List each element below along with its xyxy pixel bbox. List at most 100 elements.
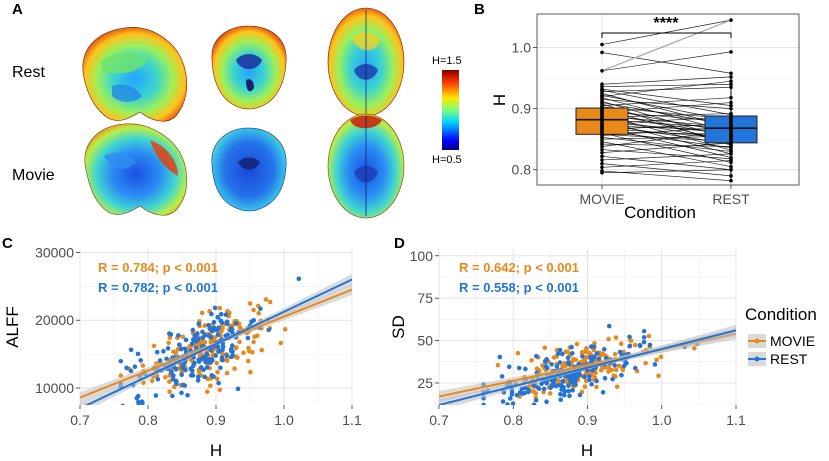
panel-c-point-rest-59 — [215, 332, 221, 338]
panel-b-x-title: Condition — [624, 203, 696, 222]
panel-d-point-movie-13 — [529, 358, 534, 363]
legend: Condition MOVIE REST — [745, 305, 817, 367]
panel-d-xtick-label-2: 0.9 — [578, 412, 598, 428]
panel-d-point-movie-155 — [556, 378, 561, 384]
panel-c-ci-band-rest — [80, 274, 352, 405]
panel-d-point-rest-28 — [559, 351, 565, 357]
panel-d-point-rest-125 — [587, 374, 592, 379]
panel-c-point-movie-172 — [214, 360, 220, 366]
panel-b-point-rest-4 — [729, 82, 733, 87]
panel-d-ci-band-rest — [439, 324, 736, 405]
panel-c-point-rest-179 — [179, 372, 185, 378]
panel-d-point-rest-86 — [601, 347, 607, 352]
panel-b-point-rest-35 — [729, 122, 733, 126]
panel-c: C 10000 20000 30000 0.7 0.8 0.9 1.0 1.1 R = 0.… — [2, 235, 362, 460]
panel-b-pair-line-5 — [601, 88, 732, 106]
panel-c-point-rest-154 — [209, 373, 215, 378]
panel-b-point-rest-25 — [729, 111, 733, 116]
panel-c-point-rest-30 — [170, 393, 175, 399]
panel-d-point-rest-171 — [499, 374, 505, 379]
row-label-movie: Movie — [12, 167, 55, 184]
panel-c-point-movie-81 — [278, 340, 284, 346]
panel-c-point-rest-25 — [195, 374, 201, 380]
panel-c-point-movie-181 — [214, 376, 220, 382]
panel-d-point-rest-0 — [600, 390, 606, 395]
panel-c-y-tick-labels: 10000 20000 30000 — [35, 244, 80, 396]
panel-c-point-rest-127 — [183, 337, 189, 343]
significance-stars: **** — [654, 15, 680, 32]
panel-d-point-movie-47 — [551, 355, 557, 360]
panel-c-xtick-label-3: 1.0 — [274, 412, 294, 428]
panel-b-point-rest-16 — [729, 95, 733, 100]
panel-c-point-rest-138 — [216, 325, 221, 331]
panel-b-pair-line-10 — [601, 80, 732, 97]
panel-d-point-movie-105 — [549, 404, 552, 405]
panel-c-point-rest-167 — [203, 359, 208, 365]
panel-c-point-rest-92 — [249, 319, 254, 324]
panel-d-point-movie-42 — [523, 416, 528, 421]
panel-b-pair-line-6 — [601, 89, 732, 116]
panel-b-point-movie-2 — [600, 68, 604, 73]
panel-c-point-rest-19 — [138, 358, 144, 363]
panel-c-point-movie-57 — [166, 340, 171, 346]
panel-c-point-rest-165 — [230, 353, 235, 358]
panel-d-point-movie-139 — [654, 357, 659, 363]
panel-b-point-rest-43 — [729, 164, 733, 169]
panel-d-point-movie-61 — [612, 351, 618, 357]
panel-d-point-rest-2 — [531, 402, 537, 405]
panel-c-point-rest-146 — [208, 334, 214, 340]
panel-d-point-rest-74 — [516, 365, 522, 371]
panel-c-point-rest-63 — [189, 341, 195, 347]
panel-d-stat-rest: R = 0.558; p < 0.001 — [459, 280, 579, 295]
panel-d-point-movie-134 — [563, 349, 568, 355]
panel-c-point-rest-170 — [296, 276, 302, 281]
panel-b-point-rest-2 — [729, 50, 733, 54]
panel-b-point-rest-50 — [729, 174, 733, 178]
panel-d-point-rest-115 — [557, 347, 563, 353]
panel-b-point-rest-12 — [729, 106, 733, 111]
panel-d-point-rest-177 — [514, 392, 520, 398]
panel-b-xtick-label-1: REST — [712, 191, 750, 207]
panel-b-border — [536, 13, 800, 186]
panel-d-point-rest-98 — [637, 343, 643, 349]
panel-c-point-rest-43 — [120, 416, 125, 421]
panel-b-xtick-label-0: MOVIE — [579, 191, 624, 207]
panel-d-point-movie-76 — [613, 367, 619, 373]
panel-c-point-movie-56 — [202, 323, 208, 328]
panel-d-point-rest-119 — [505, 402, 510, 405]
panel-c-point-rest-116 — [215, 314, 220, 320]
panel-c-ytick-label-0: 10000 — [35, 380, 74, 396]
panel-d-x-tick-labels: 0.7 0.8 0.9 1.0 1.1 — [429, 405, 746, 428]
panel-d-point-rest-188 — [572, 378, 578, 383]
panel-b-point-rest-3 — [729, 75, 733, 79]
panel-c-point-rest-163 — [229, 343, 235, 348]
panel-d-point-movie-184 — [580, 358, 586, 364]
panel-c-point-movie-183 — [180, 334, 186, 340]
panel-d-point-movie-177 — [628, 338, 633, 343]
panel-b-significance: **** — [601, 15, 732, 38]
panel-d-point-rest-165 — [571, 382, 577, 387]
panel-d-xtick-label-3: 1.0 — [652, 412, 672, 428]
panel-c-point-rest-158 — [216, 380, 221, 386]
panel-d-xtick-label-1: 0.8 — [504, 412, 524, 428]
panel-c-point-movie-124 — [247, 301, 253, 306]
brain-movie-coronal — [211, 127, 287, 212]
panel-d-point-movie-93 — [632, 342, 638, 348]
panel-c-point-rest-0 — [218, 311, 224, 317]
panel-d-point-movie-96 — [515, 350, 521, 356]
panel-b-grid — [537, 14, 799, 185]
panel-c-point-rest-122 — [140, 401, 145, 405]
panel-c-fit-line-rest — [84, 278, 352, 405]
panel-c-x-tick-labels: 0.7 0.8 0.9 1.0 1.1 — [70, 405, 362, 428]
panel-b-y-tick-labels: 0.8 0.9 1.0 — [512, 40, 537, 178]
panel-d-point-rest-139 — [594, 378, 599, 384]
panel-c-point-movie-43 — [248, 369, 253, 375]
panel-d-point-rest-151 — [569, 375, 575, 380]
panel-d-point-rest-112 — [558, 397, 563, 403]
panel-c-point-rest-168 — [193, 338, 199, 344]
panel-d-point-rest-189 — [587, 377, 592, 383]
panel-c-point-rest-113 — [220, 357, 225, 363]
panel-c-point-rest-118 — [215, 344, 221, 350]
panel-d-point-rest-122 — [596, 356, 601, 362]
